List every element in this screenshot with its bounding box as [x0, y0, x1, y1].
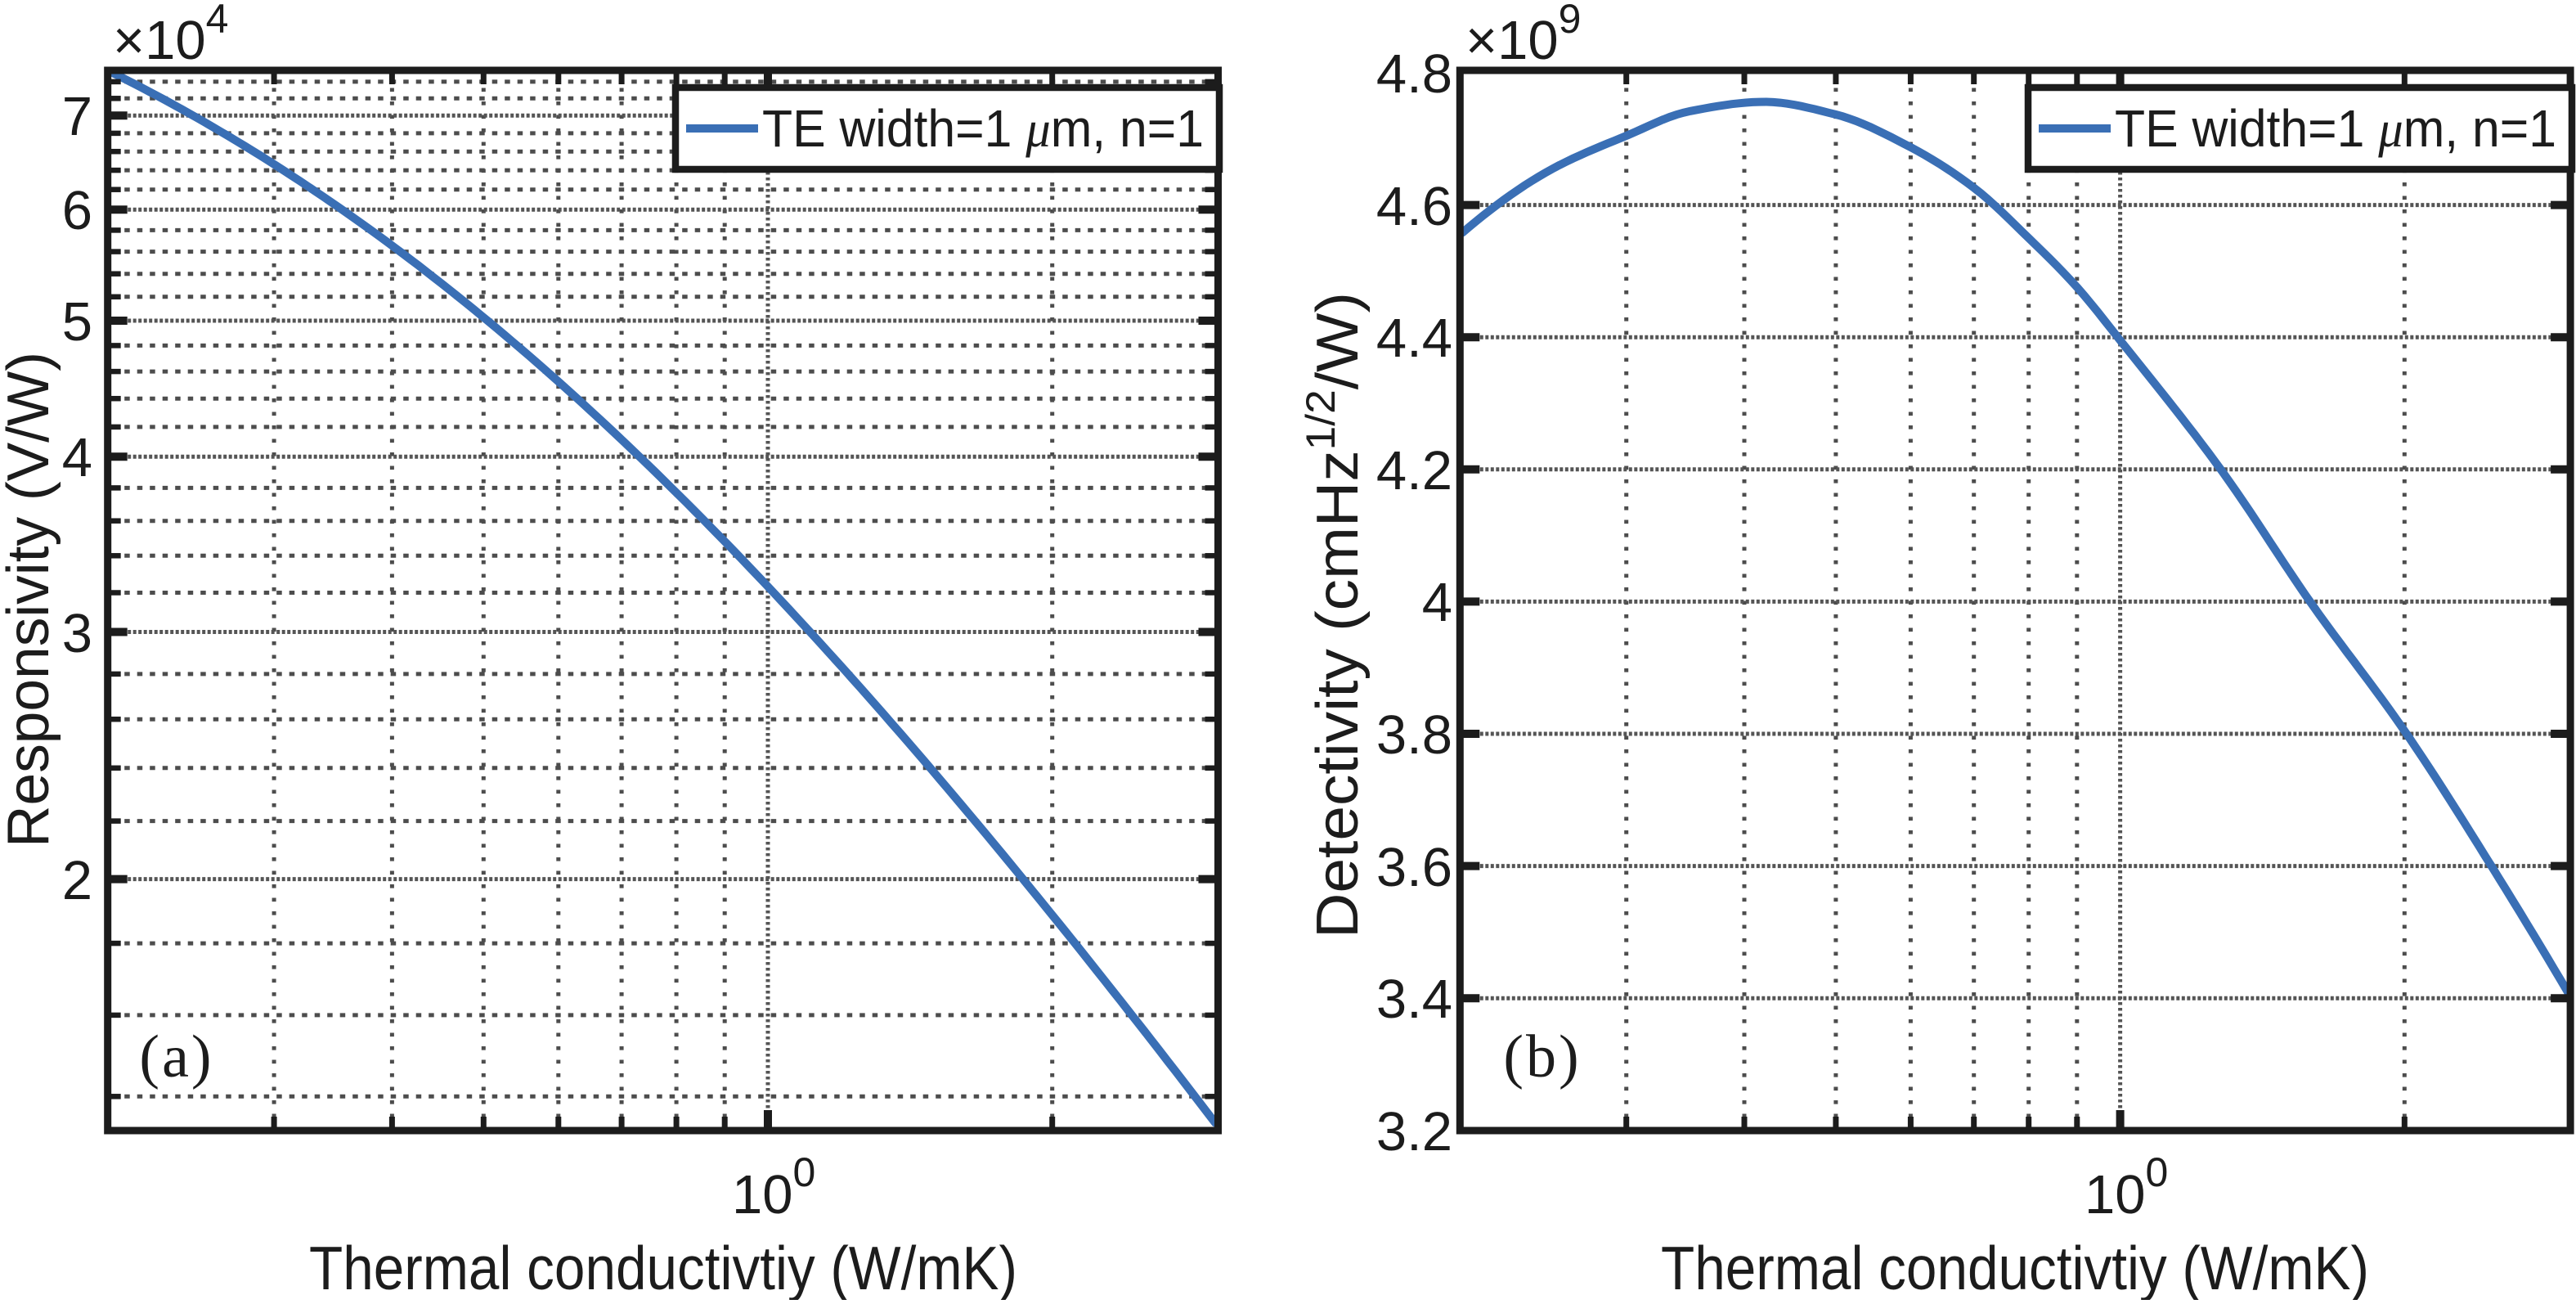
svg-text:4.2: 4.2 — [1376, 440, 1452, 501]
svg-text:6: 6 — [62, 180, 92, 241]
svg-text:4.8: 4.8 — [1376, 43, 1452, 105]
svg-text:3.4: 3.4 — [1376, 969, 1452, 1030]
svg-text:TE width=1 μm, n=1: TE width=1 μm, n=1 — [2115, 99, 2556, 158]
svg-text:5: 5 — [62, 291, 92, 353]
svg-text:3.6: 3.6 — [1376, 837, 1452, 898]
svg-text:4: 4 — [62, 427, 92, 488]
svg-text:Thermal conductivtiy (W/mK): Thermal conductivtiy (W/mK) — [1661, 1234, 2369, 1300]
svg-text:7: 7 — [62, 86, 92, 147]
svg-text:3.8: 3.8 — [1376, 704, 1452, 766]
svg-text:Thermal conductivtiy (W/mK): Thermal conductivtiy (W/mK) — [309, 1234, 1017, 1300]
svg-text:4.6: 4.6 — [1376, 176, 1452, 237]
svg-text:4: 4 — [1422, 572, 1452, 633]
svg-text:Responsivity (V/W): Responsivity (V/W) — [0, 352, 61, 848]
svg-text:3: 3 — [62, 603, 92, 664]
svg-text:TE width=1 μm, n=1: TE width=1 μm, n=1 — [762, 99, 1204, 158]
svg-text:(a): (a) — [139, 1023, 213, 1090]
svg-text:3.2: 3.2 — [1376, 1101, 1452, 1162]
svg-text:Detectivity (cmHz1/2/W): Detectivity (cmHz1/2/W) — [1298, 292, 1371, 938]
svg-text:2: 2 — [62, 850, 92, 911]
svg-text:4.4: 4.4 — [1376, 308, 1452, 369]
svg-text:(b): (b) — [1503, 1023, 1581, 1090]
